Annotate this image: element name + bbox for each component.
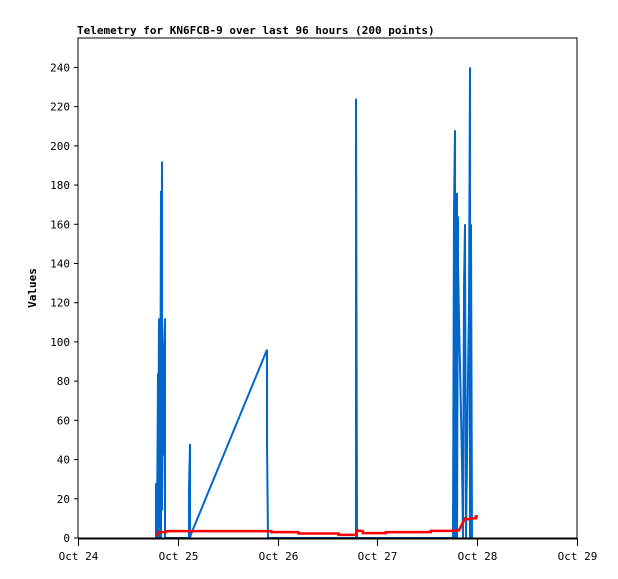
plot-frame xyxy=(77,37,578,539)
x-tick-label: Oct 26 xyxy=(259,550,299,563)
y-tick-label: 200 xyxy=(50,140,70,153)
y-tick-label: 20 xyxy=(57,493,70,506)
series-line-0 xyxy=(155,67,473,539)
y-tick-label: 60 xyxy=(57,414,70,427)
y-tick-label: 100 xyxy=(50,336,70,349)
y-tick-label: 180 xyxy=(50,179,70,192)
y-tick-label: 140 xyxy=(50,257,70,270)
y-tick-label: 80 xyxy=(57,375,70,388)
series-line-1 xyxy=(155,515,478,537)
chart-title: Telemetry for KN6FCB-9 over last 96 hour… xyxy=(77,24,435,37)
x-tick-label: Oct 28 xyxy=(458,550,498,563)
y-tick-label: 240 xyxy=(50,61,70,74)
y-axis-label: Values xyxy=(26,268,39,308)
x-tick-label: Oct 24 xyxy=(59,550,99,563)
x-tick-label: Oct 29 xyxy=(558,550,598,563)
y-tick-label: 160 xyxy=(50,218,70,231)
x-tick-label: Oct 27 xyxy=(358,550,398,563)
x-tick-label: Oct 25 xyxy=(159,550,199,563)
y-tick-label: 120 xyxy=(50,297,70,310)
y-tick-label: 220 xyxy=(50,101,70,114)
y-tick-label: 40 xyxy=(57,454,70,467)
y-tick-label: 0 xyxy=(63,532,70,545)
